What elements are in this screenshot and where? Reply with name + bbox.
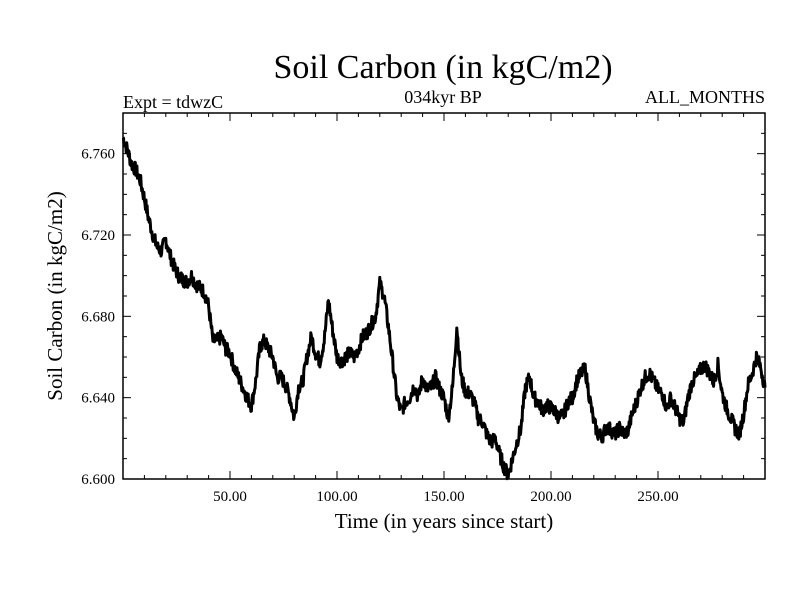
- x-axis-label: Time (in years since start): [335, 509, 554, 533]
- y-tick-label: 6.600: [81, 472, 115, 488]
- x-tick-label: 100.00: [316, 489, 357, 505]
- y-tick-label: 6.640: [81, 391, 115, 407]
- x-tick-label: 50.00: [213, 489, 247, 505]
- y-tick-label: 6.760: [81, 147, 115, 163]
- chart-subtitle-left: Expt = tdwzC: [123, 92, 223, 112]
- x-tick-label: 150.00: [423, 489, 464, 505]
- series-line: [121, 136, 767, 481]
- chart-subtitle-center: 034kyr BP: [404, 87, 482, 107]
- chart-subtitle-right: ALL_MONTHS: [645, 87, 765, 107]
- y-tick-label: 6.720: [81, 228, 115, 244]
- x-tick-label: 200.00: [530, 489, 571, 505]
- plot-frame: [122, 112, 766, 480]
- x-tick-label: 250.00: [637, 489, 678, 505]
- tick-labels: 50.00 100.00 150.00 200.00 250.00 6.600 6.640 6…: [81, 147, 678, 505]
- y-tick-label: 6.680: [81, 309, 115, 325]
- y-axis-label: Soil Carbon (in kgC/m2): [43, 191, 67, 400]
- axis-ticks: [123, 112, 765, 480]
- chart-title: Soil Carbon (in kgC/m2): [273, 49, 612, 86]
